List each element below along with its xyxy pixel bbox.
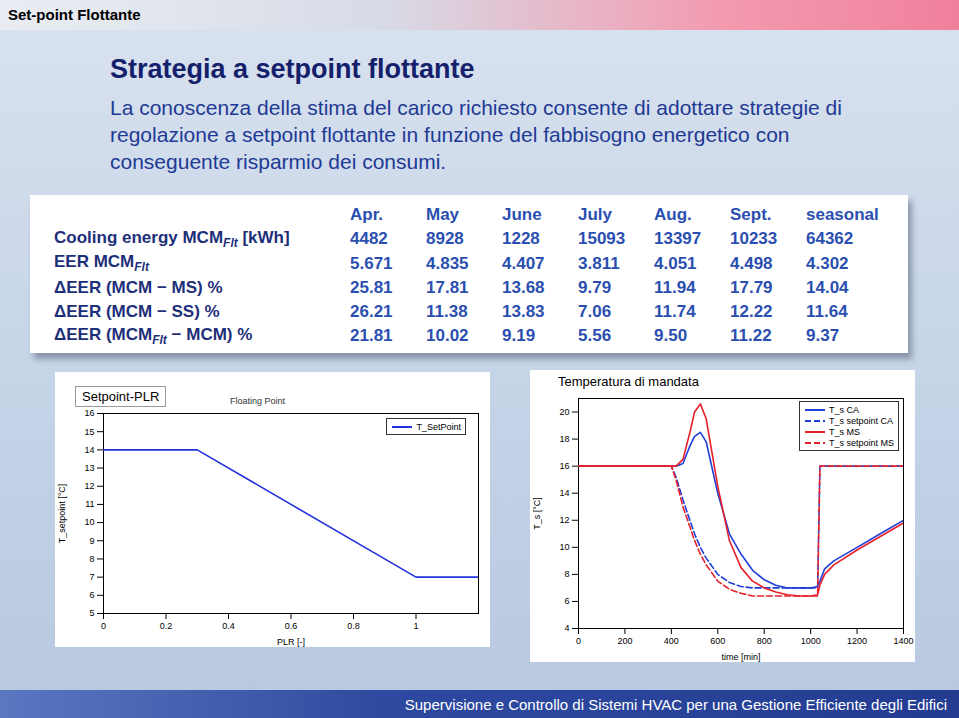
html-text:5.56: 5.56 (578, 326, 612, 345)
svg-text:20: 20 (559, 407, 569, 417)
svg-text:time [min]: time [min] (721, 652, 760, 662)
html-text:ΔEER (MCMFlt− MCM) %: ΔEER (MCMFlt− MCM) % (54, 324, 253, 348)
svg-text:7: 7 (89, 572, 94, 582)
html-text:13.68: 13.68 (502, 277, 545, 297)
svg-text:1200: 1200 (847, 636, 867, 646)
html-text:17.81: 17.81 (426, 277, 469, 297)
svg-text:0: 0 (576, 636, 581, 646)
svg-text:0.2: 0.2 (160, 621, 173, 631)
html-text:14.04: 14.04 (806, 277, 849, 297)
html-text:11.22: 11.22 (730, 326, 772, 345)
html-text:13.83: 13.83 (502, 301, 545, 321)
svg-text:0.6: 0.6 (285, 621, 298, 631)
html-text:4.498: 4.498 (730, 253, 773, 273)
html-text:4.407: 4.407 (502, 253, 545, 273)
html-text:5.671: 5.671 (350, 253, 393, 273)
svg-text:10: 10 (84, 517, 94, 527)
html-text:Cooling energy MCMFlt[kWh]: Cooling energy MCMFlt[kWh] (54, 228, 290, 251)
svg-text:5: 5 (89, 608, 94, 618)
html-text:Sept.: Sept. (730, 205, 772, 224)
svg-text:1: 1 (413, 621, 418, 631)
svg-text:6: 6 (564, 596, 569, 606)
html-text:La conoscenza della stima del: La conoscenza della stima del carico ric… (110, 96, 842, 173)
html-text:Floating Point: Floating Point (230, 396, 285, 406)
html-text:Temperatura di mandata: Temperatura di mandata (558, 374, 699, 389)
svg-text:1400: 1400 (893, 636, 913, 646)
svg-text:18: 18 (559, 434, 569, 444)
html-text:July: July (578, 205, 612, 224)
html-text:4482: 4482 (350, 229, 388, 249)
html-text:Apr.: Apr. (350, 205, 384, 224)
svg-text:13: 13 (84, 463, 94, 473)
html-text:T_s MS: T_s MS (829, 426, 860, 437)
html-text:T_s setpoint CA: T_s setpoint CA (829, 415, 893, 426)
html-text:26.21: 26.21 (350, 301, 393, 321)
svg-text:9: 9 (89, 536, 94, 546)
html-text:Aug.: Aug. (654, 205, 692, 224)
svg-text:0: 0 (101, 621, 106, 631)
html-text:3.811: 3.811 (578, 253, 620, 273)
html-text:T_s setpoint MS: T_s setpoint MS (829, 437, 894, 448)
svg-text:8: 8 (89, 554, 94, 564)
html-text:11.38: 11.38 (426, 301, 468, 321)
svg-text:0.8: 0.8 (347, 621, 360, 631)
svg-text:16: 16 (84, 408, 94, 418)
html-text:1228: 1228 (502, 229, 540, 249)
html-text:10233: 10233 (730, 229, 778, 249)
html-text:Set-point Flottante: Set-point Flottante (8, 6, 141, 23)
html-text:12.22: 12.22 (730, 301, 773, 321)
html-text:11.74: 11.74 (654, 301, 696, 321)
svg-text:15: 15 (84, 427, 94, 437)
svg-text:11: 11 (85, 499, 94, 509)
svg-text:6: 6 (89, 590, 94, 600)
html-text:4.051: 4.051 (654, 253, 697, 273)
html-text:11.94: 11.94 (654, 277, 696, 297)
html-text:Strategia a setpoint flottante: Strategia a setpoint flottante (110, 54, 475, 84)
html-text:T_s CA: T_s CA (829, 404, 859, 415)
svg-text:PLR [-]: PLR [-] (277, 637, 305, 647)
html-text:25.81: 25.81 (350, 277, 393, 297)
html-text:9.79: 9.79 (578, 277, 612, 297)
html-text:June: June (502, 205, 542, 224)
html-text:ΔEER (MCM − SS) %: ΔEER (MCM − SS) % (54, 301, 220, 321)
html-text:May: May (426, 205, 460, 224)
html-text:11.64: 11.64 (806, 301, 848, 321)
html-text:9.50: 9.50 (654, 326, 688, 345)
svg-text:10: 10 (559, 542, 569, 552)
html-text:9.19: 9.19 (502, 326, 536, 345)
svg-text:12: 12 (84, 481, 94, 491)
html-text:13397: 13397 (654, 229, 702, 249)
html-text:64362: 64362 (806, 229, 854, 249)
svg-text:400: 400 (664, 636, 679, 646)
svg-text:T_setpoint [°C]: T_setpoint [°C] (57, 484, 67, 544)
svg-text:16: 16 (559, 461, 569, 471)
html-text:21.81: 21.81 (350, 326, 393, 345)
html-text:4.835: 4.835 (426, 253, 469, 273)
svg-text:0.4: 0.4 (222, 621, 235, 631)
svg-text:T_s [°C]: T_s [°C] (532, 497, 542, 530)
svg-text:8: 8 (564, 569, 569, 579)
html-text:T_SetPoint: T_SetPoint (416, 421, 461, 432)
html-text:Setpoint-PLR: Setpoint-PLR (82, 389, 160, 404)
svg-text:14: 14 (559, 488, 569, 498)
html-text:10.02: 10.02 (426, 326, 469, 345)
html-text:15093: 15093 (578, 229, 626, 249)
html-text:8928: 8928 (426, 229, 464, 249)
svg-text:4: 4 (564, 623, 569, 633)
html-text:EER MCMFlt: EER MCMFlt (54, 252, 149, 275)
svg-text:800: 800 (757, 636, 772, 646)
svg-text:600: 600 (710, 636, 725, 646)
html-text:ΔEER (MCM − MS) %: ΔEER (MCM − MS) % (54, 277, 223, 297)
svg-text:1000: 1000 (801, 636, 821, 646)
html-text:9.37: 9.37 (806, 326, 840, 345)
svg-text:12: 12 (559, 515, 569, 525)
svg-text:14: 14 (84, 445, 94, 455)
html-text:17.79: 17.79 (730, 277, 773, 297)
html-text:Supervisione e Controllo di Si: Supervisione e Controllo di Sistemi HVAC… (404, 696, 947, 713)
html-text:7.06: 7.06 (578, 301, 612, 321)
html-text:4.302: 4.302 (806, 253, 849, 273)
html-text:seasonal: seasonal (806, 205, 879, 224)
svg-text:200: 200 (617, 636, 632, 646)
